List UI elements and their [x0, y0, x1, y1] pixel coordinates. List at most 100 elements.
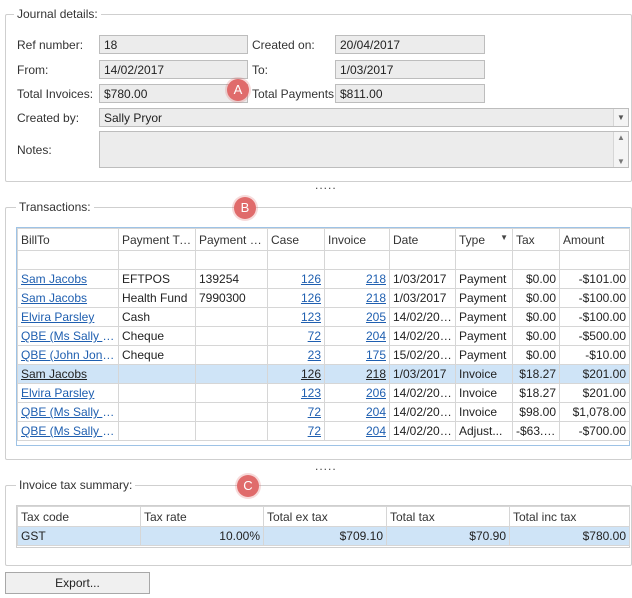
transactions-body: Sam Jacobs EFTPOS 139254 126 218 1/03/2017 Pay…	[17, 250, 630, 441]
amount-cell: -$100.00	[559, 288, 630, 308]
billto-cell[interactable]: QBE (Ms Sally S...	[17, 326, 119, 346]
column-header-tax-rate[interactable]: Tax rate	[140, 506, 264, 527]
ref-number-label: Ref number:	[17, 38, 84, 52]
chevron-down-icon[interactable]: ▼	[613, 109, 628, 126]
filter-cell[interactable]	[389, 250, 456, 270]
amount-cell: -$100.00	[559, 307, 630, 327]
payment-type-cell: Cheque	[118, 345, 196, 365]
splitter-handle-1[interactable]: .....	[315, 178, 337, 192]
from-field[interactable]: 14/02/2017	[99, 60, 248, 79]
date-cell: 1/03/2017	[389, 269, 456, 289]
created-by-select[interactable]: Sally Pryor ▼	[99, 108, 629, 127]
column-header-case[interactable]: Case	[267, 228, 325, 251]
invoice-cell[interactable]: 175	[324, 345, 390, 365]
created-by-label: Created by:	[17, 111, 80, 125]
invoice-cell[interactable]: 204	[324, 402, 390, 422]
billto-cell[interactable]: Sam Jacobs	[17, 364, 119, 384]
column-header-type[interactable]: Type ▼	[455, 228, 513, 251]
case-cell[interactable]: 72	[267, 421, 325, 441]
billto-cell[interactable]: Sam Jacobs	[17, 288, 119, 308]
tax-cell: $0.00	[512, 307, 560, 327]
scroll-down-icon[interactable]: ▼	[617, 157, 625, 166]
transaction-row[interactable]: Sam Jacobs Health Fund 7990300 126 218 1/03/2…	[17, 288, 630, 308]
billto-cell[interactable]: QBE (Ms Sally S...	[17, 402, 119, 422]
total-payments-field[interactable]: $811.00	[335, 84, 485, 103]
tax-cell: $98.00	[512, 402, 560, 422]
tax-summary-row[interactable]: GST 10.00% $709.10 $70.90 $780.00	[17, 526, 630, 546]
transaction-row[interactable]: QBE (Ms Sally S... 72 204 14/02/2017 Invoice…	[17, 402, 630, 422]
total-ex-tax-cell: $709.10	[263, 526, 387, 546]
invoice-cell[interactable]: 218	[324, 288, 390, 308]
transactions-title: Transactions:	[16, 200, 94, 214]
column-header-tax[interactable]: Tax	[512, 228, 560, 251]
invoice-cell[interactable]: 218	[324, 269, 390, 289]
filter-cell[interactable]	[118, 250, 196, 270]
column-header-total-inc-tax[interactable]: Total inc tax	[509, 506, 630, 527]
total-tax-cell: $70.90	[386, 526, 510, 546]
case-cell[interactable]: 72	[267, 402, 325, 422]
payment-ref-cell	[195, 326, 268, 346]
column-header-total-tax[interactable]: Total tax	[386, 506, 510, 527]
created-by-value: Sally Pryor	[104, 111, 163, 125]
column-header-tax-code[interactable]: Tax code	[17, 506, 141, 527]
case-cell[interactable]: 123	[267, 383, 325, 403]
total-inc-tax-cell: $780.00	[509, 526, 630, 546]
filter-cell[interactable]	[324, 250, 390, 270]
column-header-billto[interactable]: BillTo	[17, 228, 119, 251]
column-header-date[interactable]: Date	[389, 228, 456, 251]
filter-cell[interactable]	[559, 250, 630, 270]
invoice-cell[interactable]: 218	[324, 364, 390, 384]
transaction-row[interactable]: Elvira Parsley 123 206 14/02/2017 Invoice $18…	[17, 383, 630, 403]
column-header-payment-ref[interactable]: Payment Ref	[195, 228, 268, 251]
export-button[interactable]: Export...	[5, 572, 150, 594]
filter-cell[interactable]	[512, 250, 560, 270]
column-header-total-ex-tax[interactable]: Total ex tax	[263, 506, 387, 527]
billto-cell[interactable]: QBE (John Jones)	[17, 345, 119, 365]
case-cell[interactable]: 126	[267, 288, 325, 308]
transaction-row[interactable]: Elvira Parsley Cash 123 205 14/02/2017 Paymen…	[17, 307, 630, 327]
column-header-payment-type[interactable]: Payment Type	[118, 228, 196, 251]
invoice-cell[interactable]: 204	[324, 326, 390, 346]
billto-cell[interactable]: QBE (Ms Sally S...	[17, 421, 119, 441]
filter-cell[interactable]	[267, 250, 325, 270]
tax-summary-grid: Tax code Tax rate Total ex tax Total tax…	[16, 505, 630, 548]
amount-cell: $1,078.00	[559, 402, 630, 422]
case-cell[interactable]: 123	[267, 307, 325, 327]
filter-dropdown-icon[interactable]: ▼	[500, 233, 508, 242]
date-cell: 1/03/2017	[389, 364, 456, 384]
case-cell[interactable]: 126	[267, 364, 325, 384]
invoice-cell[interactable]: 204	[324, 421, 390, 441]
billto-cell[interactable]: Elvira Parsley	[17, 307, 119, 327]
to-label: To:	[252, 63, 269, 77]
total-invoices-field[interactable]: $780.00	[99, 84, 248, 103]
transaction-row[interactable]: Sam Jacobs 126 218 1/03/2017 Invoice $18.27 $2…	[17, 364, 630, 384]
transaction-row[interactable]: QBE (Ms Sally S... Cheque 72 204 14/02/2017 P…	[17, 326, 630, 346]
to-field[interactable]: 1/03/2017	[335, 60, 485, 79]
filter-cell[interactable]	[17, 250, 119, 270]
case-cell[interactable]: 23	[267, 345, 325, 365]
date-cell: 14/02/2017	[389, 402, 456, 422]
invoice-cell[interactable]: 206	[324, 383, 390, 403]
notes-scrollbar[interactable]: ▲ ▼	[613, 132, 628, 167]
created-on-field[interactable]: 20/04/2017	[335, 35, 485, 54]
column-header-invoice[interactable]: Invoice	[324, 228, 390, 251]
ref-number-field[interactable]: 18	[99, 35, 248, 54]
payment-type-cell	[118, 421, 196, 441]
filter-cell[interactable]	[455, 250, 513, 270]
transaction-row[interactable]: QBE (Ms Sally S... 72 204 14/02/2017 Adjust.…	[17, 421, 630, 441]
transaction-row[interactable]: QBE (John Jones) Cheque 23 175 15/02/2017 Pay…	[17, 345, 630, 365]
notes-label: Notes:	[17, 143, 52, 157]
notes-field[interactable]: ▲ ▼	[99, 131, 629, 168]
amount-cell: -$101.00	[559, 269, 630, 289]
billto-cell[interactable]: Elvira Parsley	[17, 383, 119, 403]
case-cell[interactable]: 72	[267, 326, 325, 346]
column-header-amount[interactable]: Amount	[559, 228, 630, 251]
filter-cell[interactable]	[195, 250, 268, 270]
transaction-row[interactable]: Sam Jacobs EFTPOS 139254 126 218 1/03/2017 Pay…	[17, 269, 630, 289]
invoice-cell[interactable]: 205	[324, 307, 390, 327]
billto-cell[interactable]: Sam Jacobs	[17, 269, 119, 289]
filter-row[interactable]	[17, 250, 630, 270]
case-cell[interactable]: 126	[267, 269, 325, 289]
splitter-handle-2[interactable]: .....	[315, 459, 337, 473]
scroll-up-icon[interactable]: ▲	[617, 133, 625, 142]
